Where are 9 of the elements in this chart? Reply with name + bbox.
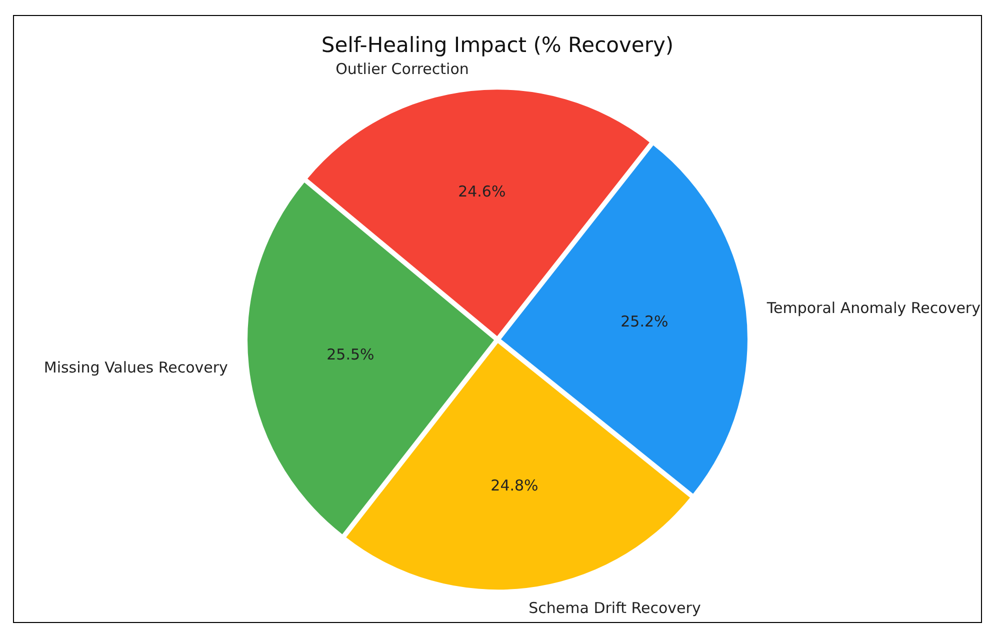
data-label: 25.2%	[620, 312, 668, 331]
chart-title: Self-Healing Impact (% Recovery)	[321, 33, 674, 58]
slice-label: Temporal Anomaly Recovery	[766, 298, 981, 317]
data-label: 24.8%	[490, 476, 538, 494]
slice-label: Outlier Correction	[336, 60, 469, 78]
slice-label: Schema Drift Recovery	[528, 598, 701, 617]
data-label: 24.6%	[458, 182, 506, 200]
data-label: 25.5%	[326, 345, 374, 364]
slice-label: Missing Values Recovery	[44, 358, 228, 377]
